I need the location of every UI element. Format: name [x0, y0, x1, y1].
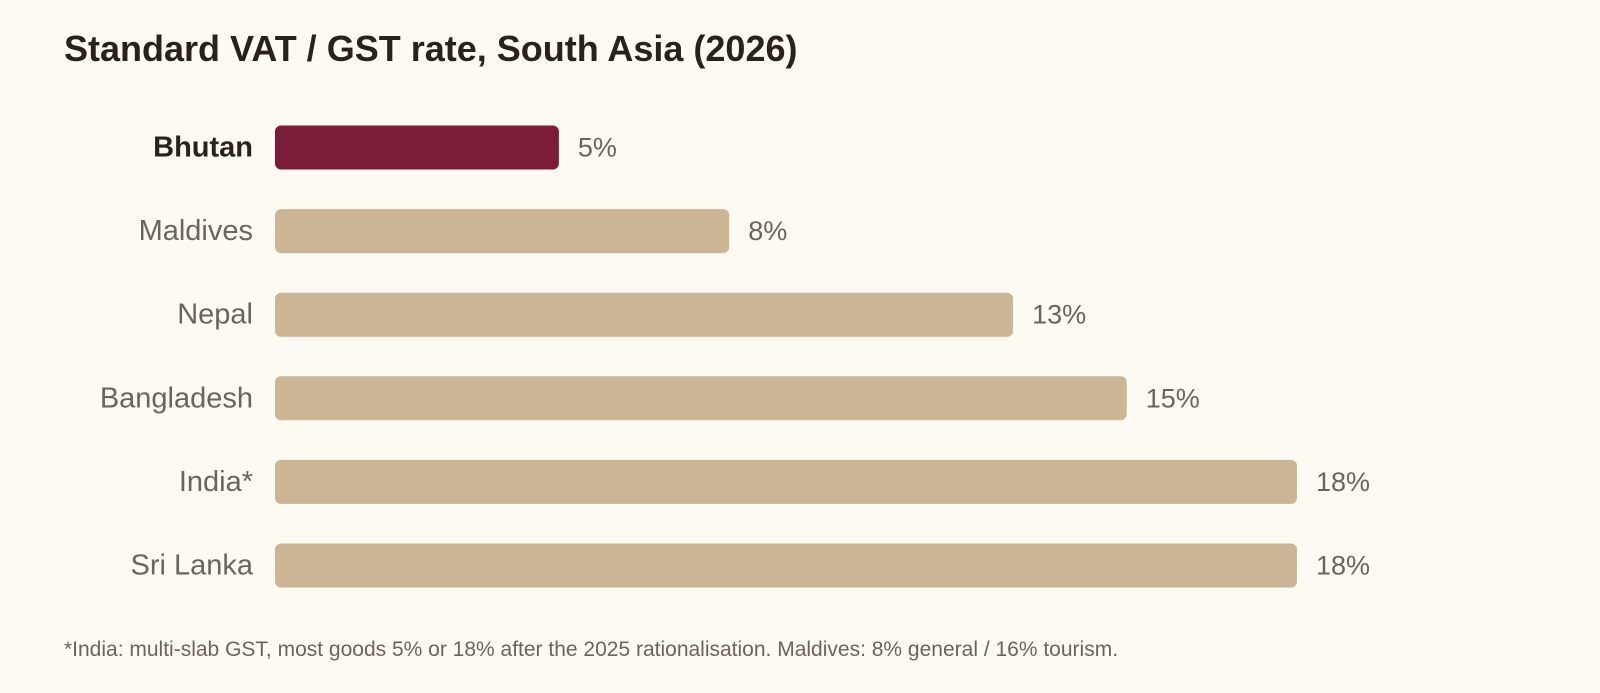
category-label-nepal: Nepal: [177, 299, 253, 331]
bar-bhutan: [275, 125, 559, 170]
value-label-maldives: 8%: [748, 216, 787, 246]
bar-bangladesh: [275, 376, 1127, 421]
value-label-bangladesh: 15%: [1146, 383, 1200, 413]
category-label-sri-lanka: Sri Lanka: [130, 550, 253, 582]
category-label-bhutan: Bhutan: [153, 132, 253, 164]
value-label-bhutan: 5%: [578, 133, 617, 163]
bar-sri-lanka: [275, 543, 1297, 588]
chart-footnote: *India: multi-slab GST, most goods 5% or…: [64, 638, 1119, 661]
value-label-sri-lanka: 18%: [1316, 551, 1370, 581]
value-label-india: 18%: [1316, 467, 1370, 497]
bar-maldives: [275, 209, 730, 254]
bar-india: [275, 459, 1297, 504]
bar-nepal: [275, 292, 1014, 337]
category-label-india: India*: [179, 466, 253, 498]
category-label-maldives: Maldives: [139, 215, 253, 247]
value-label-nepal: 13%: [1032, 300, 1086, 330]
chart-title: Standard VAT / GST rate, South Asia (202…: [64, 28, 798, 69]
category-label-bangladesh: Bangladesh: [100, 382, 253, 414]
